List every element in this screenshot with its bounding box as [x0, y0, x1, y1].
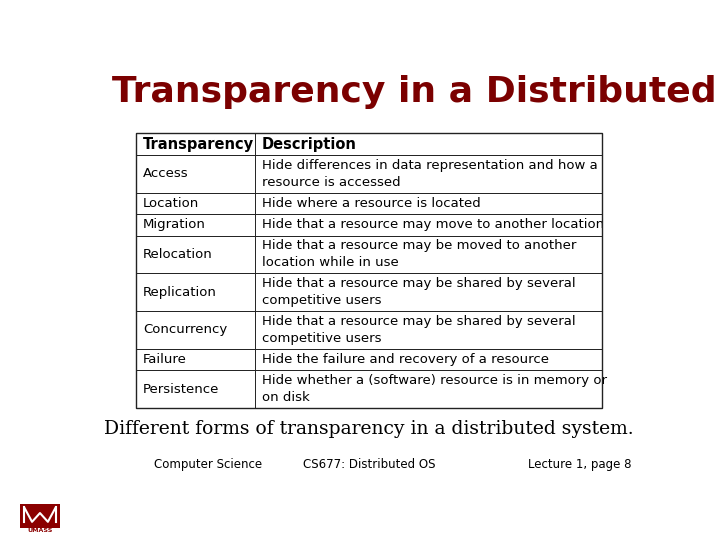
- Text: Description: Description: [261, 137, 356, 152]
- Bar: [136, 193, 602, 214]
- Text: Concurrency: Concurrency: [143, 323, 228, 336]
- Text: Hide where a resource is located: Hide where a resource is located: [261, 197, 480, 210]
- Text: Access: Access: [143, 167, 189, 180]
- Text: CS677: Distributed OS: CS677: Distributed OS: [302, 458, 436, 471]
- Bar: [136, 155, 602, 193]
- Bar: [136, 349, 602, 370]
- Text: Hide that a resource may be shared by several
competitive users: Hide that a resource may be shared by se…: [261, 315, 575, 345]
- Text: Lecture 1, page 8: Lecture 1, page 8: [528, 458, 631, 471]
- Bar: [136, 311, 602, 349]
- Text: Computer Science: Computer Science: [154, 458, 262, 471]
- Bar: [136, 133, 602, 408]
- Text: Hide the failure and recovery of a resource: Hide the failure and recovery of a resou…: [261, 353, 549, 366]
- Text: Persistence: Persistence: [143, 382, 220, 395]
- Bar: [136, 370, 602, 408]
- Text: Hide differences in data representation and how a
resource is accessed: Hide differences in data representation …: [261, 159, 598, 189]
- Bar: [136, 273, 602, 311]
- Text: Transparency: Transparency: [143, 137, 254, 152]
- Text: Hide whether a (software) resource is in memory or
on disk: Hide whether a (software) resource is in…: [261, 374, 607, 404]
- Text: Hide that a resource may be moved to another
location while in use: Hide that a resource may be moved to ano…: [261, 239, 576, 269]
- Text: Different forms of transparency in a distributed system.: Different forms of transparency in a dis…: [104, 420, 634, 437]
- Text: UMASS: UMASS: [27, 528, 53, 532]
- Bar: [136, 235, 602, 273]
- Text: Hide that a resource may move to another location: Hide that a resource may move to another…: [261, 218, 604, 231]
- Text: Location: Location: [143, 197, 199, 210]
- Bar: [136, 214, 602, 235]
- Bar: [136, 133, 602, 155]
- Text: Relocation: Relocation: [143, 248, 213, 261]
- Text: Failure: Failure: [143, 353, 187, 366]
- Text: Transparency in a Distributed System: Transparency in a Distributed System: [112, 75, 720, 109]
- Text: Migration: Migration: [143, 218, 206, 231]
- Bar: [20, 504, 60, 528]
- Text: Hide that a resource may be shared by several
competitive users: Hide that a resource may be shared by se…: [261, 277, 575, 307]
- Text: Replication: Replication: [143, 286, 217, 299]
